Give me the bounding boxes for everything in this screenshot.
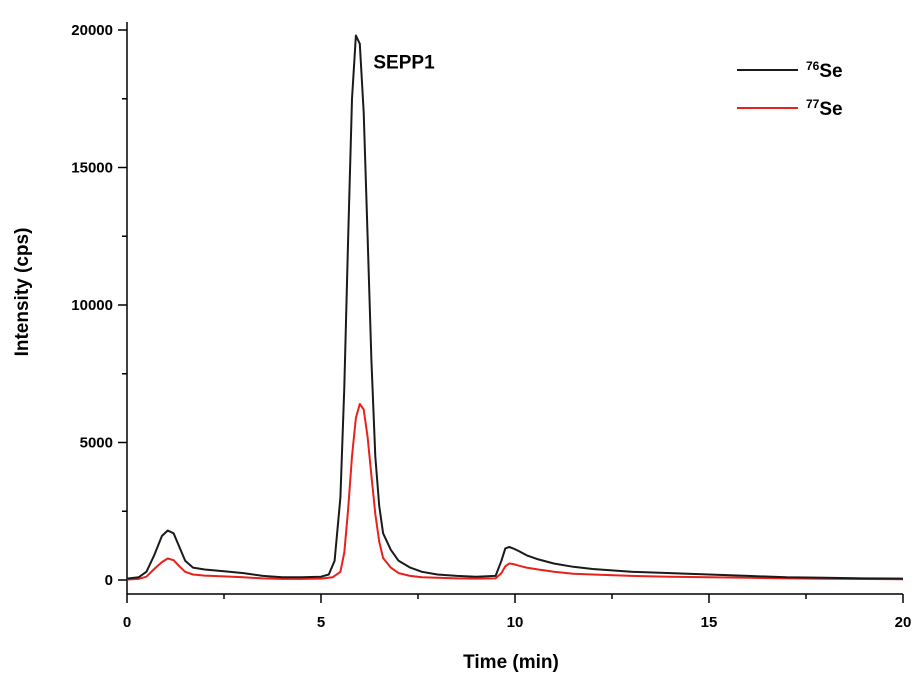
- legend-label-77se: 77Se: [806, 97, 843, 120]
- legend-label-76se-isotope: 76: [806, 59, 820, 73]
- x-axis-ticks: 0 5 10 15 20: [123, 594, 912, 631]
- y-tick-label: 10000: [71, 297, 113, 314]
- y-tick-label: 5000: [80, 435, 113, 452]
- x-tick-label: 0: [123, 614, 131, 631]
- y-tick-label: 20000: [71, 22, 113, 39]
- series-line-77se: [126, 403, 904, 581]
- x-axis-title: Time (min): [463, 652, 559, 673]
- y-axis-ticks: 0 5000 10000 15000 20000: [71, 22, 127, 589]
- legend-label-77se-element: Se: [819, 99, 842, 120]
- x-tick-label: 10: [507, 614, 524, 631]
- legend-item-76se: 76Se: [737, 59, 843, 82]
- legend-label-76se-element: Se: [819, 61, 842, 82]
- peak-annotation-sepp1: SEPP1: [373, 53, 435, 74]
- legend-label-76se: 76Se: [806, 59, 843, 82]
- series-layer: [126, 34, 904, 581]
- legend-label-77se-isotope: 77: [806, 97, 820, 111]
- y-axis-title: Intensity (cps): [12, 228, 33, 357]
- y-tick-label: 15000: [71, 160, 113, 177]
- legend: 76Se 77Se: [737, 59, 843, 120]
- x-tick-label: 5: [317, 614, 325, 631]
- series-line-76se: [126, 34, 904, 580]
- x-tick-label: 20: [895, 614, 912, 631]
- x-tick-label: 15: [701, 614, 718, 631]
- y-tick-label: 0: [105, 572, 113, 589]
- legend-item-77se: 77Se: [737, 97, 843, 120]
